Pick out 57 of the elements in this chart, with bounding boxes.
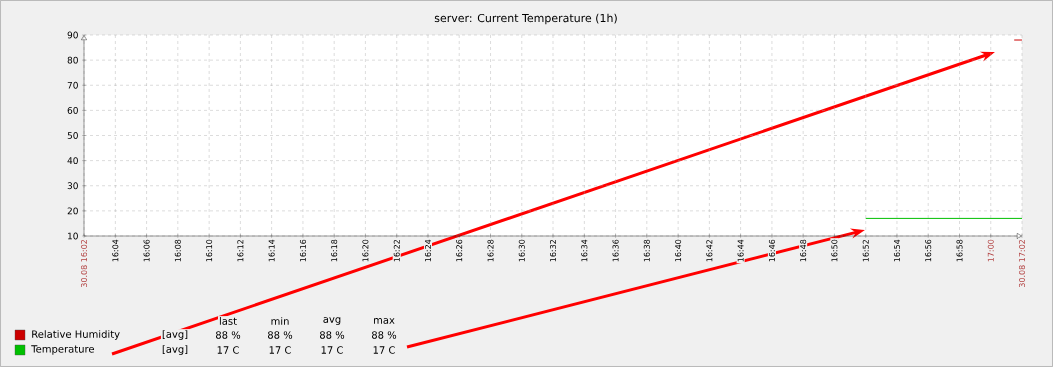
x-tick-label: 30.08 17:02 (1018, 240, 1026, 288)
y-tick-label: 70 (67, 81, 78, 89)
x-tick-label: 16:04 (112, 239, 119, 262)
text: max (374, 318, 395, 324)
x-tick-label: 16:34 (581, 239, 588, 262)
x-tick-label: 16:46 (768, 239, 775, 262)
x-tick-label: 16:50 (831, 239, 838, 262)
y-tick-label: 90 (67, 31, 78, 39)
y-tick-label: 10 (68, 232, 78, 240)
y-tick-label: 30 (67, 182, 78, 190)
text: 17 C (321, 346, 343, 354)
text: avg (323, 317, 341, 325)
x-tick-label: 16:44 (737, 239, 744, 262)
chart-title: server: Current Temperature (1h) (434, 13, 617, 25)
x-tick-label: 16:26 (456, 239, 463, 262)
x-tick-label: 30.08 16:02 (80, 240, 88, 288)
x-tick-label: 16:22 (393, 240, 400, 262)
x-tick-label: 16:40 (675, 239, 682, 262)
text: [avg] (162, 345, 188, 355)
x-tick-label: 16:42 (706, 240, 713, 262)
x-tick-label: 17:00 (987, 239, 994, 262)
text: 17 C (269, 346, 291, 354)
y-tick-label: 80 (67, 56, 78, 64)
text: 17 C (373, 346, 395, 354)
text: min (271, 317, 289, 325)
y-tick-label: 50 (67, 132, 78, 139)
y-tick-label: 40 (67, 157, 78, 165)
text: 88 % (319, 331, 345, 339)
legend-label: Temperature (31, 345, 95, 355)
x-tick-label: 16:58 (956, 239, 963, 262)
text: 88 % (215, 331, 241, 339)
text: last (219, 317, 237, 325)
x-tick-label: 16:54 (893, 239, 900, 262)
x-tick-label: 16:48 (800, 239, 807, 262)
x-tick-label: 16:52 (862, 240, 869, 262)
x-tick-label: 16:38 (643, 239, 650, 262)
x-tick-label: 16:10 (206, 239, 213, 262)
legend-label: Relative Humidity (32, 330, 120, 340)
y-tick-label: 20 (67, 207, 78, 215)
text: [avg] (162, 330, 188, 340)
y-tick-label: 60 (67, 106, 78, 114)
x-tick-label: 16:20 (362, 239, 369, 262)
x-tick-label: 16:18 (331, 239, 338, 262)
x-tick-label: 16:12 (237, 240, 244, 262)
x-tick-label: 16:32 (549, 240, 557, 262)
x-tick-label: 16:16 (299, 239, 306, 262)
x-tick-label: 16:14 (268, 239, 275, 262)
text: 88 % (371, 331, 397, 339)
x-tick-label: 16:36 (612, 239, 619, 262)
x-tick-label: 16:06 (143, 239, 150, 262)
x-tick-label: 16:28 (487, 239, 494, 262)
x-tick-label: 16:24 (424, 239, 431, 262)
text: 88 % (267, 331, 293, 339)
x-tick-label: 16:08 (174, 239, 181, 262)
text: 17 C (217, 346, 239, 354)
x-tick-label: 16:56 (925, 239, 932, 262)
x-tick-label: 16:30 (518, 239, 525, 262)
